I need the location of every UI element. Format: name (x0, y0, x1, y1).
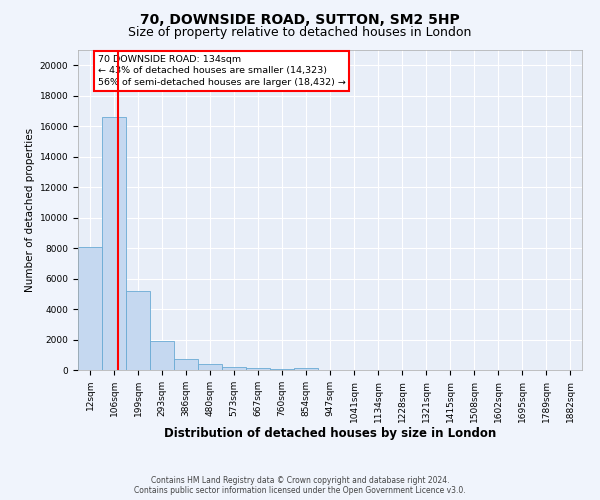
Bar (198, 364, 222, 370)
Bar (102, 117, 126, 370)
Text: Contains HM Land Registry data © Crown copyright and database right 2024.
Contai: Contains HM Land Registry data © Crown c… (134, 476, 466, 495)
Bar (126, 291, 150, 370)
Y-axis label: Number of detached properties: Number of detached properties (25, 128, 35, 292)
Bar (246, 368, 270, 370)
Bar (222, 367, 246, 370)
Text: 70 DOWNSIDE ROAD: 134sqm
← 43% of detached houses are smaller (14,323)
56% of se: 70 DOWNSIDE ROAD: 134sqm ← 43% of detach… (98, 54, 346, 87)
Text: 70, DOWNSIDE ROAD, SUTTON, SM2 5HP: 70, DOWNSIDE ROAD, SUTTON, SM2 5HP (140, 12, 460, 26)
Bar (78, 248, 102, 370)
X-axis label: Distribution of detached houses by size in London: Distribution of detached houses by size … (164, 428, 496, 440)
Bar (270, 369, 294, 370)
Bar (174, 358, 198, 370)
Bar (150, 341, 174, 370)
Bar (294, 368, 318, 370)
Text: Size of property relative to detached houses in London: Size of property relative to detached ho… (128, 26, 472, 39)
